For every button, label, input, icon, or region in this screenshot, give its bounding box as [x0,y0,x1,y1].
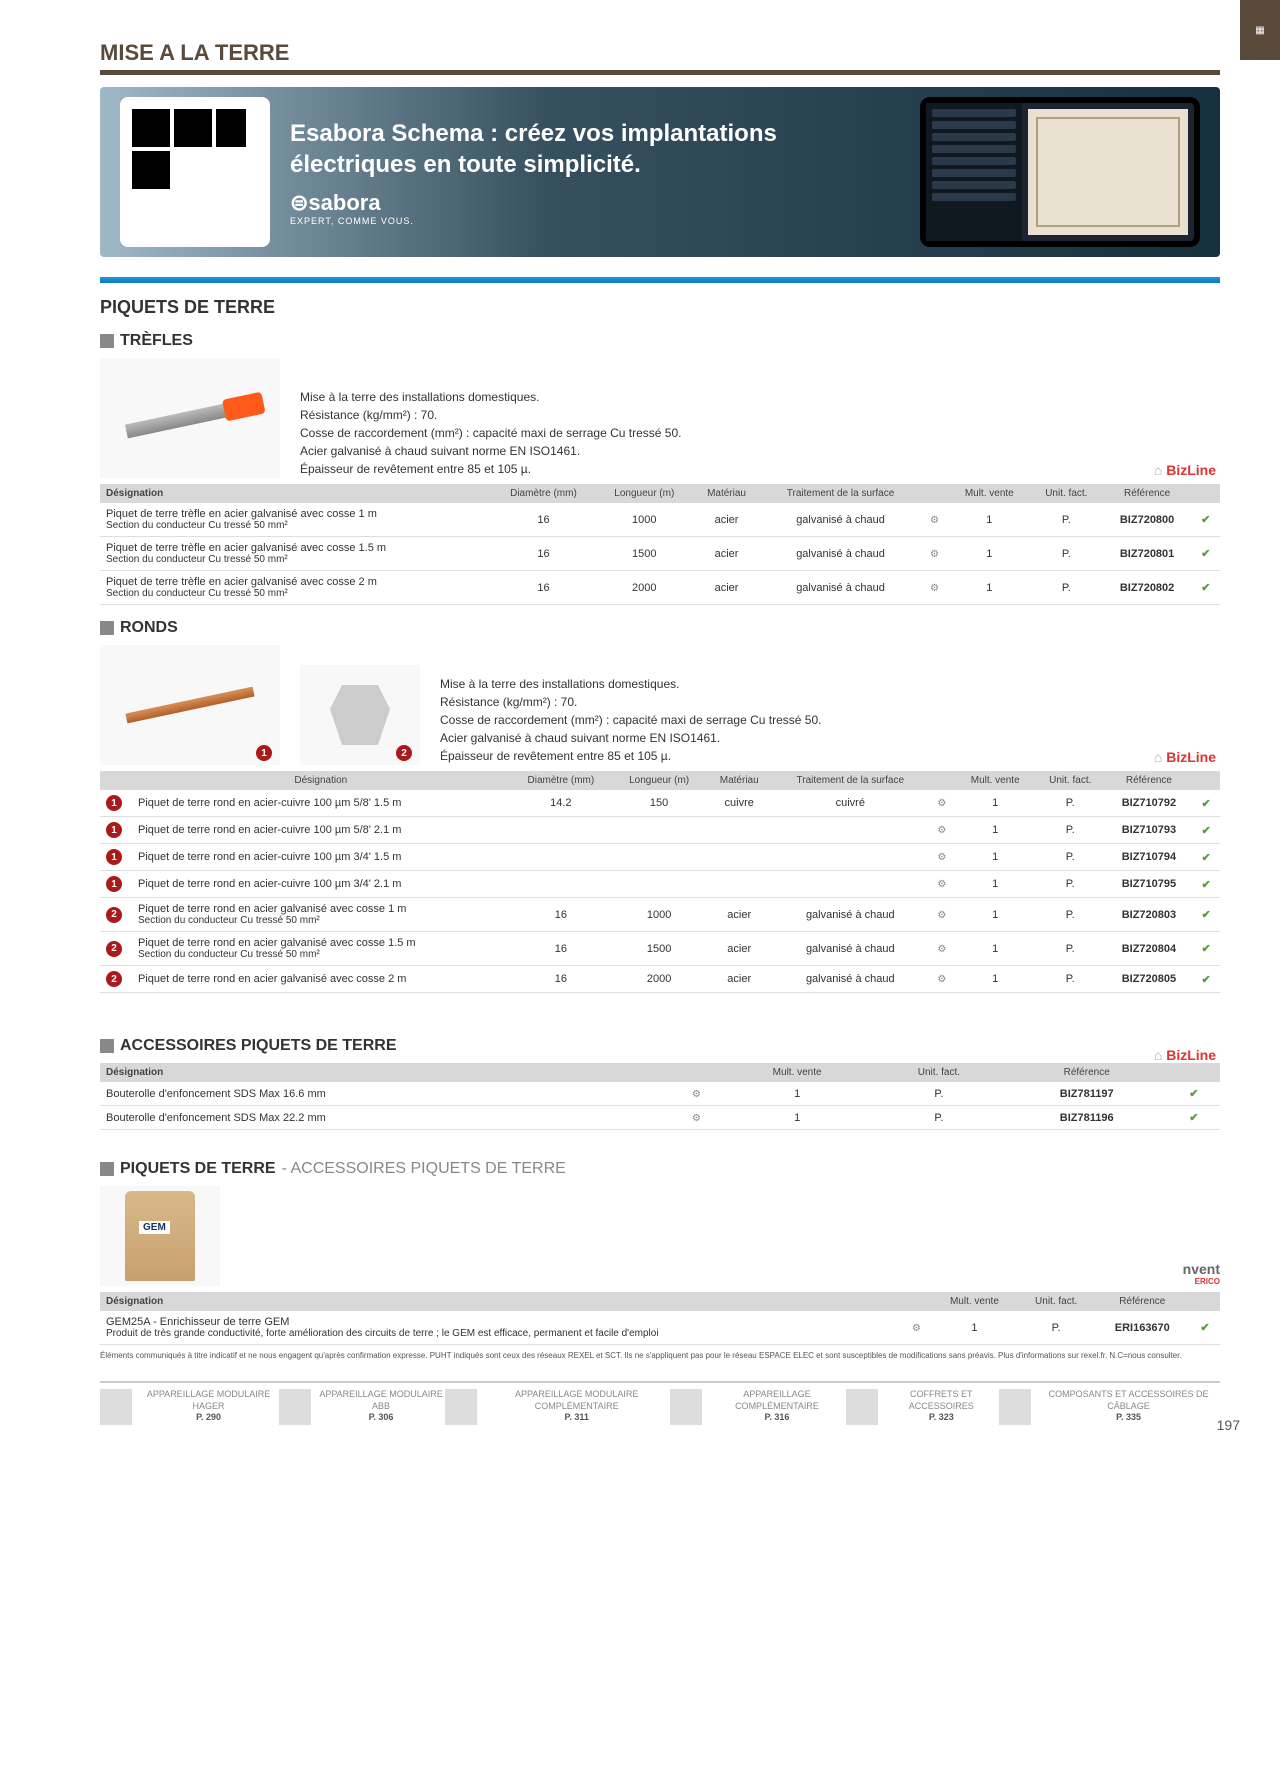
bottom-nav: APPAREILLAGE MODULAIRE HAGERP. 290 APPAR… [100,1381,1220,1431]
nav-item[interactable]: COFFRETS ET ACCESSOIRESP. 323 [846,1389,999,1425]
trefle-desc: Mise à la terre des installations domest… [300,388,1134,478]
nav-item[interactable]: APPAREILLAGE COMPLÉMENTAIREP. 316 [670,1389,845,1425]
nvent-logo: nventERICO [1183,1261,1220,1286]
table-row: 2 Piquet de terre rond en acier galvanis… [100,898,1220,932]
table-row: Bouterolle d'enfoncement SDS Max 22.2 mm… [100,1106,1220,1130]
table-row: 2 Piquet de terre rond en acier galvanis… [100,966,1220,993]
rond-image-2: 2 [300,665,420,765]
gem-image [100,1186,220,1286]
table-row: Piquet de terre trèfle en acier galvanis… [100,571,1220,605]
promo-banner: Esabora Schema : créez vos implantations… [100,87,1220,257]
accessoires-table: DésignationMult. venteUnit. fact.Référen… [100,1063,1220,1130]
side-tab: ▦ [1240,0,1280,60]
table-row: 1 Piquet de terre rond en acier-cuivre 1… [100,871,1220,898]
page-title: MISE A LA TERRE [100,40,1220,75]
divider [100,277,1220,283]
qr-code [120,97,270,247]
rond-table: DésignationDiamètre (mm)Longueur (m)Maté… [100,771,1220,993]
sub-accessoires: ACCESSOIRES PIQUETS DE TERRE [100,1037,397,1055]
nav-item[interactable]: APPAREILLAGE MODULAIRE COMPLÉMENTAIREP. … [445,1389,670,1425]
table-row: 1 Piquet de terre rond en acier-cuivre 1… [100,790,1220,817]
trefle-image [100,358,280,478]
nav-item[interactable]: APPAREILLAGE MODULAIRE HAGERP. 290 [100,1389,279,1425]
banner-tagline: EXPERT, COMME VOUS. [290,216,900,226]
sub-accessoires2: PIQUETS DE TERRE - ACCESSOIRES PIQUETS D… [100,1160,1220,1178]
section-piquets: PIQUETS DE TERRE [100,297,1220,318]
nav-item[interactable]: COMPOSANTS ET ACCESSOIRES DE CÂBLAGEP. 3… [999,1389,1220,1425]
footnote: Éléments communiqués à titre indicatif e… [100,1351,1220,1361]
table-row: 1 Piquet de terre rond en acier-cuivre 1… [100,844,1220,871]
nav-item[interactable]: APPAREILLAGE MODULAIRE ABBP. 306 [279,1389,445,1425]
accessoires2-table: DésignationMult. venteUnit. fact.Référen… [100,1292,1220,1345]
table-row: 2 Piquet de terre rond en acier galvanis… [100,932,1220,966]
banner-headline: Esabora Schema : créez vos implantations… [290,118,900,180]
rond-desc: Mise à la terre des installations domest… [440,675,1134,765]
bizline-logo: BizLine [1154,1047,1220,1063]
table-row: Piquet de terre trèfle en acier galvanis… [100,537,1220,571]
table-row: 1 Piquet de terre rond en acier-cuivre 1… [100,817,1220,844]
sub-ronds: RONDS [100,619,1220,637]
page-number: 197 [1217,1417,1240,1433]
banner-brand: ⊜sabora [290,190,900,216]
table-row: Bouterolle d'enfoncement SDS Max 16.6 mm… [100,1082,1220,1106]
tablet-illustration [920,97,1200,247]
trefle-table: DésignationDiamètre (mm)Longueur (m)Maté… [100,484,1220,605]
sub-trefles: TRÈFLES [100,332,1220,350]
table-row: Piquet de terre trèfle en acier galvanis… [100,503,1220,537]
table-row: GEM25A - Enrichisseur de terre GEMProdui… [100,1311,1220,1345]
bizline-logo: BizLine [1154,462,1220,478]
rond-image-1: 1 [100,645,280,765]
bizline-logo: BizLine [1154,749,1220,765]
